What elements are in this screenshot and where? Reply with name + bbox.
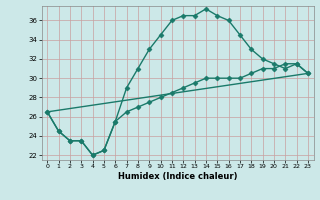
- X-axis label: Humidex (Indice chaleur): Humidex (Indice chaleur): [118, 172, 237, 181]
